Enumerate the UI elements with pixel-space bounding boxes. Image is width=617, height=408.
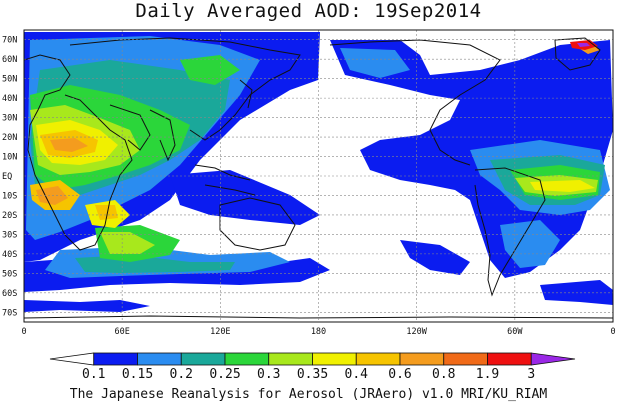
lat-tick-label: 30N (2, 114, 17, 124)
lat-tick-label: 50N (2, 75, 17, 85)
colorbar-label: 0.8 (432, 367, 455, 382)
lat-tick-label: 40N (2, 94, 17, 104)
colorbar-label: 0.35 (297, 367, 328, 382)
colorbar-label: 0.6 (388, 367, 411, 382)
colorbar-label: 0.25 (209, 367, 240, 382)
lat-tick-label: EQ (2, 172, 12, 182)
colorbar-swatch (180, 352, 226, 366)
lat-tick-label: 10S (2, 191, 17, 201)
colorbar-swatch (49, 352, 95, 366)
colorbar-label: 0.3 (257, 367, 280, 382)
lat-tick-label: 70S (2, 308, 17, 318)
colorbar-swatch (268, 352, 313, 366)
colorbar-swatch (355, 352, 401, 366)
colorbar-labels: 0.1 0.15 0.2 0.25 0.3 0.35 0.4 0.6 0.8 1.9 3 (82, 367, 535, 382)
colorbar-label: 1.9 (476, 367, 499, 382)
lat-tick-label: 30S (2, 230, 17, 240)
map-frame (23, 29, 614, 323)
lon-tick-label: 0 (610, 327, 615, 337)
credit-line: The Japanese Reanalysis for Aerosol (JRA… (69, 387, 548, 402)
aod-field (24, 32, 613, 312)
lat-tick-label: 40S (2, 250, 17, 260)
map-title: Daily Averaged AOD: 19Sep2014 (135, 0, 482, 22)
coastlines (24, 37, 613, 319)
lon-tick-label: 60W (507, 327, 523, 337)
lat-tick-label: 20S (2, 211, 17, 221)
colorbar-swatch (93, 352, 138, 366)
colorbar-label: 0.4 (345, 367, 369, 382)
lat-axis: 70N 60N 50N 40N 30N 20N 10N EQ 10S 20S 30S 40S 50S 60… (2, 36, 17, 319)
lon-tick-label: 0 (21, 327, 26, 337)
lon-tick-label: 120E (210, 327, 230, 337)
lon-tick-label: 120W (406, 327, 427, 337)
map-grid (24, 30, 613, 322)
colorbar-label: 3 (527, 367, 535, 382)
colorbar-swatch (530, 352, 576, 366)
colorbar-swatch (443, 352, 488, 366)
colorbar-label: 0.2 (170, 367, 193, 382)
lat-tick-label: 20N (2, 133, 17, 143)
colorbar-label: 0.15 (122, 367, 153, 382)
colorbar-swatch (312, 352, 357, 366)
lat-tick-label: 60S (2, 289, 17, 299)
colorbar-swatch (137, 352, 182, 366)
lon-tick-label: 180 (311, 327, 326, 337)
lat-tick-label: 70N (2, 36, 17, 46)
colorbar-swatch (487, 352, 532, 366)
lon-axis: 0 60E 120E 180 120W 60W 0 (21, 327, 615, 337)
lat-tick-label: 10N (2, 153, 17, 163)
colorbar (49, 352, 576, 366)
lon-tick-label: 60E (114, 327, 129, 337)
colorbar-label: 0.1 (82, 367, 105, 382)
colorbar-swatch (224, 352, 270, 366)
colorbar-swatch (399, 352, 445, 366)
lat-tick-label: 60N (2, 55, 17, 65)
lat-tick-label: 50S (2, 269, 17, 279)
